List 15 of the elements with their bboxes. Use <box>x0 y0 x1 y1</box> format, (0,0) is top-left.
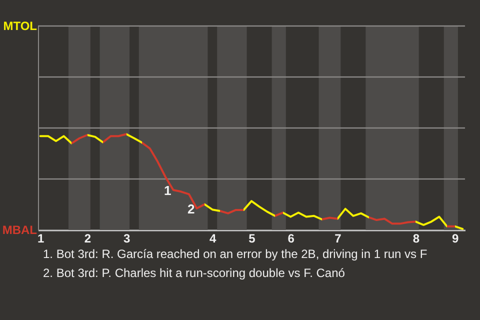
x-tick-label: 3 <box>124 232 131 246</box>
x-tick-label: 1 <box>38 232 44 246</box>
x-tick-label: 4 <box>210 232 217 246</box>
annotation: 1 <box>164 183 172 198</box>
x-tick-label: 8 <box>412 232 420 246</box>
text: MTOL <box>3 19 37 33</box>
x-tick-label: 5 <box>248 232 256 246</box>
x-tick-label: 7 <box>334 232 342 246</box>
x-tick-label: 2 <box>84 232 92 246</box>
text: 1. Bot 3rd: R. García reached on an error by the 2B, driving in 1 run vs F <box>43 246 428 263</box>
text: 2. Bot 3rd: P. Charles hit a run-scoring double vs F. Canó <box>43 265 346 282</box>
annotation: 2 <box>188 201 195 216</box>
text: MBAL <box>2 223 37 237</box>
x-tick-label: 9 <box>452 232 459 246</box>
x-tick-label: 6 <box>288 232 295 246</box>
